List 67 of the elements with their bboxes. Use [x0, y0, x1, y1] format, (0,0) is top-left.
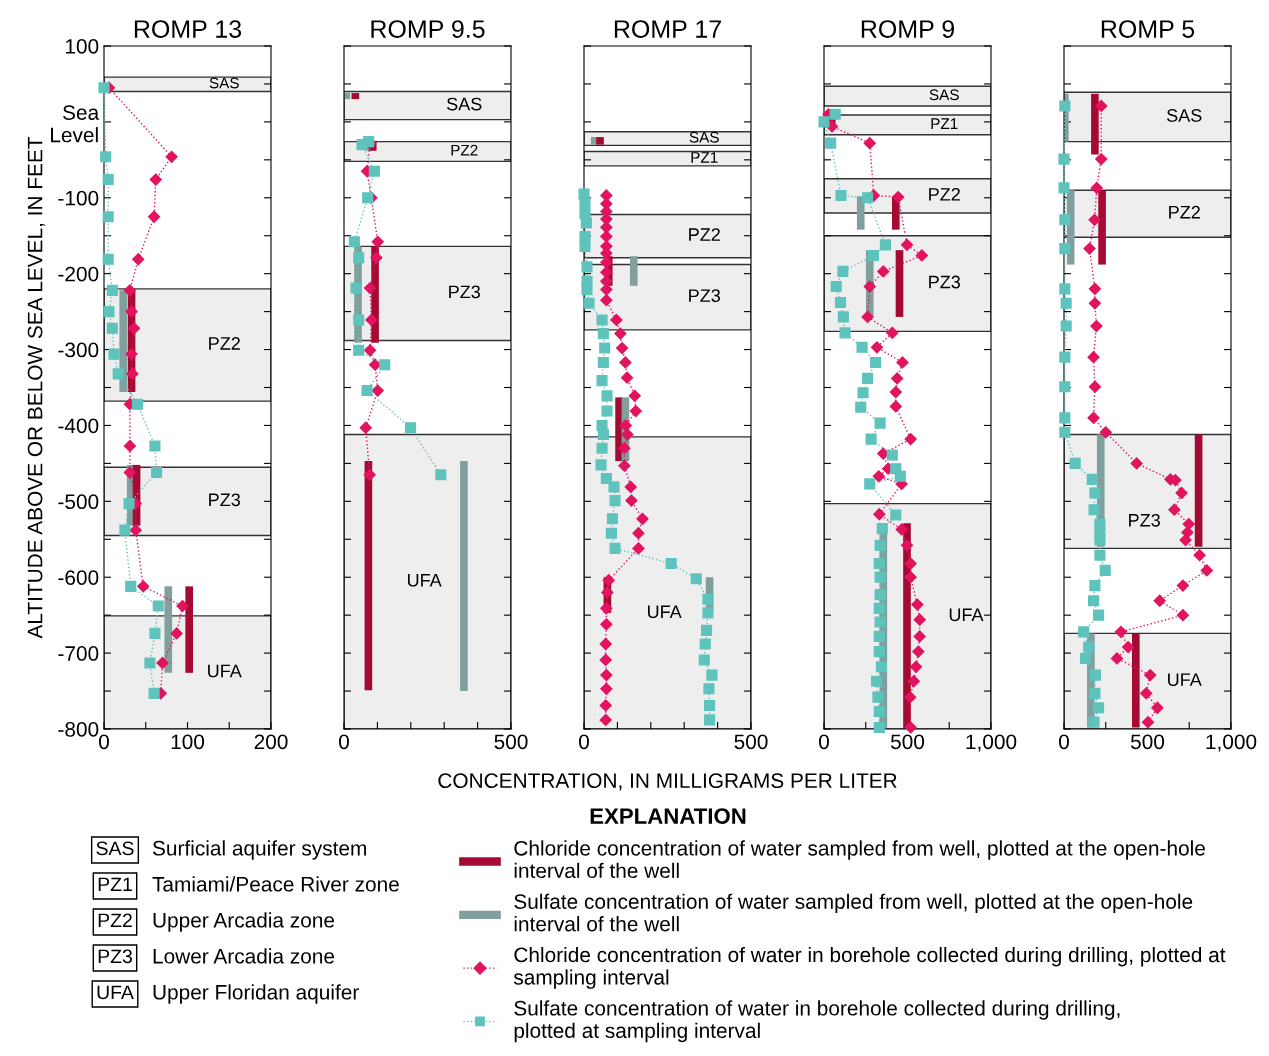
y-tick-label: Sea Level [51, 105, 100, 143]
band-label: SAS [209, 77, 239, 89]
band-label: PZ1 [691, 152, 718, 163]
x-tick-label: 500 [890, 734, 925, 750]
x-tick-label: 0 [579, 734, 589, 750]
y-tick-label: 100 [65, 39, 99, 54]
chart-title: ROMP 9.5 [371, 20, 485, 38]
text: Lower Arcadia zone [153, 948, 335, 964]
legend-label: Sulfate concentration of water in borehole collected during drilling, plotted at sampling interval [514, 1000, 1120, 1043]
band-label: PZ3 [689, 289, 720, 303]
band-label: PZ3 [449, 285, 480, 299]
band-label: UFA [647, 605, 682, 619]
legend-label: Chloride concentration of water in borehole collected during drilling, plotted at sampling interval [513, 946, 1226, 989]
band-label: PZ3 [209, 493, 240, 507]
x-tick-label: 500 [1130, 734, 1165, 750]
text: PZ2 [98, 913, 132, 928]
y-tick-label: -100 [58, 190, 99, 206]
band-label: PZ2 [689, 228, 720, 241]
text: Upper Floridan aquifer [153, 984, 359, 1004]
y-tick-label: -500 [58, 494, 99, 510]
band-label: PZ2 [929, 187, 960, 201]
y-tick-label: -800 [58, 722, 99, 737]
band-label: PZ3 [1129, 513, 1160, 527]
text: PZ1 [98, 877, 132, 892]
band-label: PZ1 [931, 118, 958, 129]
x-tick-label: 500 [734, 734, 768, 750]
text: Upper Arcadia zone [153, 912, 335, 932]
text: Surficial aquifer system [152, 840, 366, 860]
x-tick-label: 500 [494, 734, 528, 750]
x-tick-label: 200 [254, 734, 288, 750]
band-label: SAS [1167, 109, 1202, 122]
text: UFA [97, 985, 134, 1000]
y-tick-label: -300 [58, 342, 99, 358]
text: Tamiami/Peace River zone [152, 876, 399, 892]
chart-title: ROMP 9 [861, 20, 955, 38]
x-tick-label: 1,000 [966, 734, 1017, 752]
legend-label: Chloride concentration of water sampled from well, plotted at the open-hole interval of the well [514, 840, 1205, 879]
band-label: SAS [929, 89, 959, 101]
chart-title: ROMP 13 [134, 20, 242, 38]
x-tick-label: 0 [1059, 734, 1069, 750]
band-label: UFA [208, 664, 242, 678]
x-axis-title: CONCENTRATION, IN MILLIGRAMS PER LITER [438, 773, 897, 791]
chart-title: ROMP 17 [614, 20, 721, 38]
band-label: PZ2 [209, 337, 240, 350]
band-label: UFA [1168, 673, 1202, 687]
band-label: UFA [949, 608, 984, 622]
x-tick-label: 1,000 [1206, 734, 1257, 752]
band-label: PZ3 [929, 275, 960, 289]
band-label: UFA [407, 574, 442, 587]
band-label: PZ2 [1169, 205, 1200, 219]
x-tick-label: 0 [819, 734, 829, 750]
x-tick-label: 0 [339, 734, 349, 750]
text: PZ3 [98, 949, 132, 964]
band-label: PZ2 [451, 144, 478, 156]
text: EXPLANATION [590, 808, 746, 824]
y-tick-label: -700 [58, 646, 99, 661]
band-label: SAS [689, 131, 719, 143]
x-tick-label: 100 [171, 734, 205, 750]
text: SAS [96, 841, 134, 856]
band-label: SAS [447, 97, 482, 111]
y-axis-title: ALTITUDE ABOVE OR BELOW SEA LEVEL, IN FEET [27, 136, 45, 639]
y-tick-label: -400 [58, 418, 99, 434]
y-tick-label: -200 [58, 266, 99, 282]
x-tick-label: 0 [99, 734, 109, 750]
legend-label: Sulfate concentration of water sampled from well, plotted at the open-hole interval of the well [514, 893, 1193, 932]
chart-title: ROMP 5 [1101, 20, 1195, 38]
y-tick-label: -600 [58, 570, 99, 585]
